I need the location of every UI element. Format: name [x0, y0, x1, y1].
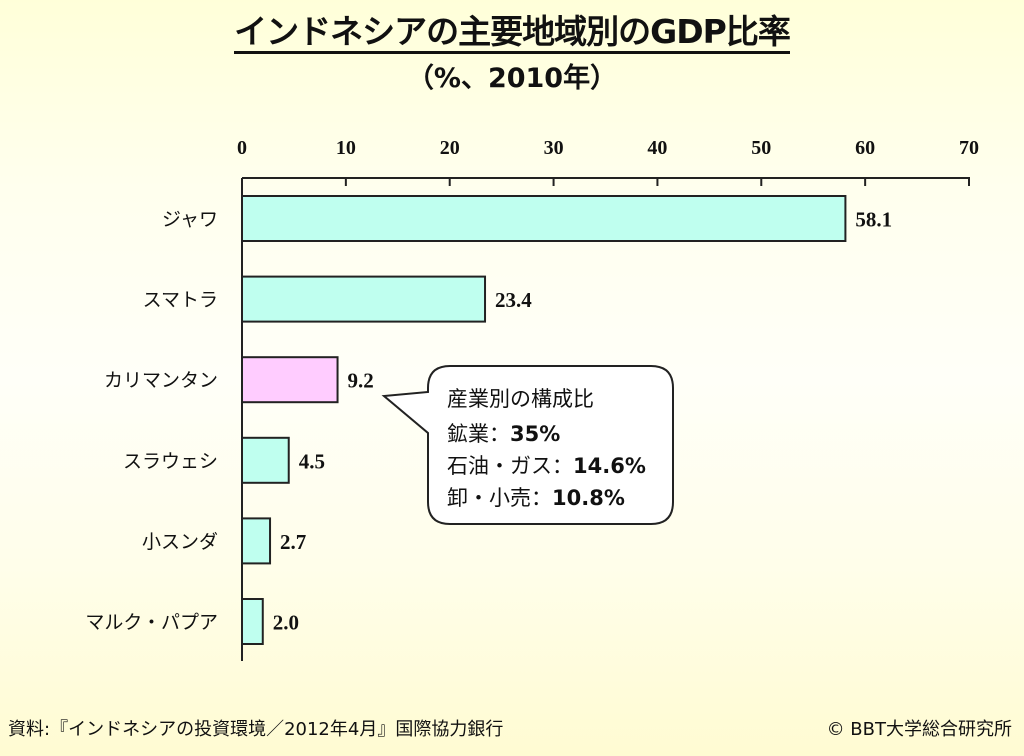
bar [241, 195, 847, 242]
category-label: 小スンダ [142, 531, 218, 553]
source-note: 資料:『インドネシアの投資環境／2012年4月』国際協力銀行 [8, 719, 504, 740]
callout-line: 産業別の構成比 [447, 387, 594, 411]
bar-value-label: 9.2 [348, 369, 374, 393]
category-label: ジャワ [162, 209, 218, 231]
copyright-note: © BBT大学総合研究所 [826, 719, 1012, 740]
category-label: カリマンタン [104, 370, 218, 392]
x-tick-label: 0 [237, 137, 247, 159]
x-tick-label: 70 [959, 137, 979, 159]
category-label: スマトラ [143, 289, 218, 311]
bar [241, 275, 487, 323]
x-tick-label: 20 [440, 137, 460, 159]
bar [241, 436, 290, 484]
category-label: スラウェシ [123, 450, 218, 472]
x-axis: 0 10 20 30 40 50 60 70 [237, 137, 979, 661]
chart-title: インドネシアの主要地域別のGDP比率 [0, 12, 1024, 54]
callout-line: 石油・ガス：14.6% [447, 454, 646, 478]
bar-value-label: 58.1 [855, 208, 892, 232]
chart-title-text: インドネシアの主要地域別のGDP比率 [234, 12, 791, 54]
bar-value-label: 4.5 [299, 449, 325, 473]
bar [241, 356, 339, 404]
bar-value-label: 23.4 [495, 288, 532, 312]
bar [241, 517, 272, 565]
callout-line: 卸・小売：10.8% [447, 486, 625, 510]
x-tick-label: 10 [336, 137, 356, 159]
x-tick-label: 60 [855, 137, 875, 159]
category-label: マルク・パプア [85, 612, 218, 634]
annotation-callout: 産業別の構成比 鉱業：35% 石油・ガス：14.6% 卸・小売：10.8% [381, 365, 674, 525]
callout-line: 鉱業：35% [447, 422, 560, 446]
bars: 58.1 ジャワ 23.4 スマトラ 9.2 カリマンタン 4.5 スラウェシ 2.7 小スンダ 2… [85, 195, 892, 645]
x-tick-label: 40 [647, 137, 667, 159]
bar-value-label: 2.0 [273, 611, 299, 635]
x-tick-label: 50 [751, 137, 771, 159]
bar-value-label: 2.7 [280, 530, 306, 554]
bar [241, 598, 264, 645]
chart-subtitle: （%、2010年） [406, 63, 618, 94]
x-tick-label: 30 [544, 137, 564, 159]
callout-bubble [381, 365, 674, 525]
